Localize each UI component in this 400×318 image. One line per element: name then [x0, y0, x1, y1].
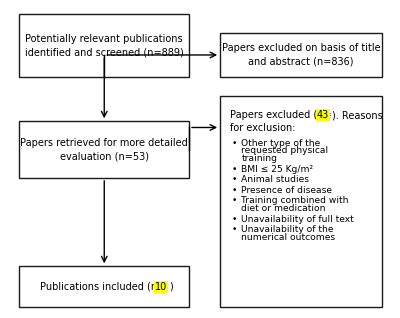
Text: Papers excluded on basis of title
and abstract (n=836): Papers excluded on basis of title and ab…	[222, 43, 380, 66]
FancyBboxPatch shape	[220, 96, 382, 307]
Text: Presence of disease: Presence of disease	[241, 186, 332, 195]
Text: for exclusion:: for exclusion:	[230, 123, 295, 133]
Text: •: •	[232, 225, 237, 234]
Text: ). Reasons: ). Reasons	[332, 110, 382, 120]
Text: 10: 10	[155, 282, 167, 292]
Text: •: •	[232, 186, 237, 195]
Text: •: •	[232, 175, 237, 184]
Text: Papers excluded (n=: Papers excluded (n=	[230, 110, 331, 120]
Text: BMI ≤ 25 Kg/m²: BMI ≤ 25 Kg/m²	[241, 165, 313, 174]
FancyBboxPatch shape	[19, 266, 189, 307]
Text: Potentially relevant publications
identified and screened (n=889): Potentially relevant publications identi…	[25, 34, 184, 57]
FancyBboxPatch shape	[220, 33, 382, 77]
Text: •: •	[232, 215, 237, 224]
Text: requested physical: requested physical	[241, 146, 328, 156]
Text: •: •	[232, 197, 237, 205]
Text: training: training	[241, 154, 277, 163]
Text: Other type of the: Other type of the	[241, 139, 320, 148]
Text: Training combined with: Training combined with	[241, 197, 349, 205]
Text: ): )	[170, 282, 173, 292]
Text: •: •	[232, 165, 237, 174]
Text: Unavailability of full text: Unavailability of full text	[241, 215, 354, 224]
Text: •: •	[232, 139, 237, 148]
Text: diet or medication: diet or medication	[241, 204, 326, 213]
Text: Animal studies: Animal studies	[241, 175, 309, 184]
Text: Papers retrieved for more detailed
evaluation (n=53): Papers retrieved for more detailed evalu…	[20, 138, 188, 161]
FancyBboxPatch shape	[19, 121, 189, 178]
FancyBboxPatch shape	[19, 14, 189, 77]
Text: 43: 43	[317, 110, 329, 120]
Text: Publications included (n=: Publications included (n=	[40, 282, 165, 292]
Text: numerical outcomes: numerical outcomes	[241, 233, 335, 242]
Text: Unavailability of the: Unavailability of the	[241, 225, 334, 234]
